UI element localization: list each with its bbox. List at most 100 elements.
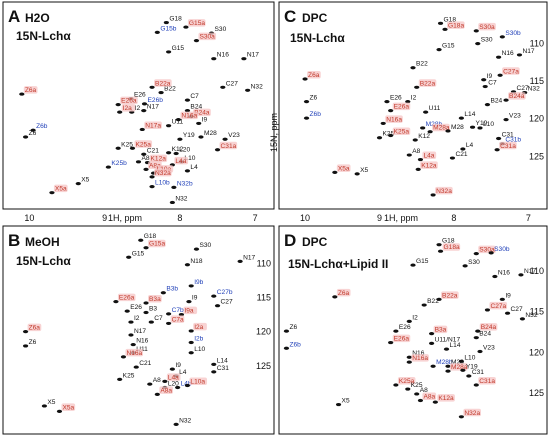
nmr-peak	[473, 383, 479, 387]
nmr-peak	[184, 383, 191, 388]
peak-label-highlight	[411, 354, 429, 362]
peak-label: N16a	[386, 116, 402, 123]
peak-label: C31	[472, 369, 484, 376]
peak-label-highlight	[336, 164, 351, 172]
peak-label-highlight	[154, 168, 172, 177]
peak-label: L4	[179, 369, 187, 376]
peak-label: C27b	[217, 289, 233, 296]
nmr-peak	[335, 402, 342, 407]
peak-label: N16	[498, 269, 510, 276]
peak-label: X5	[81, 177, 89, 184]
nmr-peak	[499, 35, 505, 39]
peak-label: K12a	[151, 156, 167, 163]
nmr-peak	[139, 127, 145, 132]
nmr-peak	[211, 370, 217, 374]
peak-label-highlight	[149, 154, 168, 163]
nmr-peak	[105, 165, 111, 169]
peak-label-highlight	[170, 315, 185, 323]
peak-label: N16	[217, 52, 229, 59]
nmr-peak	[458, 359, 464, 363]
peak-label: X5	[360, 167, 368, 174]
nmr-peak	[130, 342, 136, 347]
peak-label: L4a	[168, 374, 179, 381]
nmr-peak	[184, 169, 191, 173]
nmr-peak	[393, 329, 399, 333]
peak-label: S30	[215, 26, 227, 33]
nmr-peak	[283, 346, 290, 350]
peak-label: E26a	[119, 295, 135, 302]
peak-label: N16	[502, 50, 514, 57]
peak-label: K25	[121, 141, 133, 148]
panel-c-title: DPC	[302, 11, 328, 25]
nmr-peak	[466, 374, 472, 378]
x-tick-label: 7	[526, 213, 531, 223]
peak-label: V23	[483, 345, 495, 352]
nmr-peak	[432, 400, 438, 404]
nmr-peak	[196, 121, 202, 126]
nmr-peak	[22, 344, 29, 348]
nmr-peak	[405, 387, 411, 391]
nmr-peak	[160, 291, 166, 295]
peak-label-highlight	[189, 377, 208, 385]
peak-label: I9	[487, 73, 493, 80]
nmr-peak	[473, 29, 479, 33]
peak-label: I2	[135, 105, 141, 112]
peak-label: S30a	[199, 34, 215, 41]
peak-label: B24	[479, 331, 491, 338]
y-tick-label: 125	[529, 388, 544, 398]
peak-label: G15a	[149, 241, 165, 248]
panel-a-title: H2O	[25, 11, 50, 25]
peak-label: A8	[420, 387, 428, 394]
peak-label: N32	[251, 83, 263, 90]
x-tick-label: 10	[300, 213, 310, 223]
peak-label: M28a	[451, 364, 468, 371]
nmr-peak	[214, 304, 221, 308]
peak-label-highlight	[502, 67, 520, 75]
peak-label: C7a	[172, 316, 184, 323]
peak-label: L14	[217, 357, 228, 364]
peak-label-highlight	[154, 79, 172, 87]
peak-label: K25b	[111, 160, 127, 167]
nmr-peak	[458, 415, 464, 419]
peak-label: N32a	[155, 170, 171, 177]
nmr-peak	[414, 85, 420, 89]
peak-label: L4	[466, 142, 474, 149]
peak-label: X5	[47, 399, 55, 406]
y-tick-label: 120	[529, 347, 544, 357]
nmr-peak	[516, 53, 523, 57]
nmr-peak	[149, 185, 155, 189]
nmr-peak	[184, 98, 191, 102]
peak-label: I9	[175, 362, 181, 369]
nmr-peak	[138, 238, 144, 242]
nmr-peak	[427, 130, 433, 134]
peak-label-highlight	[183, 306, 198, 315]
peak-label: B24a	[481, 324, 497, 331]
peak-label: A8	[142, 155, 150, 162]
nmr-peak	[302, 77, 308, 81]
peak-label: C27	[511, 306, 523, 313]
peak-label: S30a	[479, 247, 495, 254]
peak-label: Z6a	[308, 72, 320, 79]
peak-label: X5a	[55, 186, 67, 193]
nmr-peak	[188, 351, 194, 355]
peak-label: K25a	[399, 378, 415, 385]
panel-a-frame	[2, 1, 275, 210]
peak-label: G18	[169, 16, 182, 23]
peak-label: G18a	[448, 22, 464, 29]
nmr-peak	[166, 151, 172, 155]
peak-label-highlight	[432, 123, 450, 132]
peak-label: K25	[123, 372, 135, 379]
nmr-peak	[166, 321, 172, 326]
nmr-peak	[443, 347, 450, 351]
peak-label-highlight	[159, 386, 174, 394]
x-axis-label-a: 1H, ppm	[108, 213, 142, 223]
nmr-peak	[421, 303, 427, 307]
nmr-peak	[188, 340, 194, 345]
peak-label-highlight	[478, 22, 496, 31]
peak-label: N17	[134, 328, 146, 335]
peak-label: C31	[502, 131, 514, 138]
peak-label-highlight	[508, 92, 526, 100]
peak-label: Z6b	[289, 341, 301, 348]
peak-label: I9	[192, 295, 198, 302]
peak-label: B22a	[442, 292, 458, 299]
